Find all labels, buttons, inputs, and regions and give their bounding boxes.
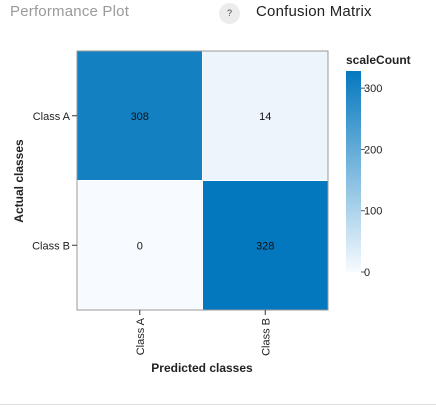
x-tick-label: Class A <box>135 317 147 355</box>
y-axis-title: Actual classes <box>12 139 26 223</box>
legend-tick-label: 200 <box>364 144 382 156</box>
x-axis-title: Predicted classes <box>151 361 253 375</box>
help-icon[interactable]: ? <box>219 3 240 24</box>
legend-color-bar <box>346 71 361 272</box>
tab-performance-plot[interactable]: Performance Plot <box>10 3 130 20</box>
legend-tick-label: 0 <box>364 267 370 279</box>
x-tick-label: Class B <box>260 318 272 356</box>
plot-frame <box>76 50 329 311</box>
y-tick-label: Class B <box>32 240 70 252</box>
cell-value-label: 308 <box>131 111 149 123</box>
legend-title: scaleCount <box>346 53 411 67</box>
heatmap-cell <box>76 50 203 181</box>
cell-value-label: 0 <box>137 240 143 252</box>
bottom-divider <box>0 404 436 405</box>
tab-confusion-matrix[interactable]: Confusion Matrix <box>256 3 372 20</box>
legend-tick-label: 300 <box>364 83 382 95</box>
cell-value-label: 14 <box>259 111 271 123</box>
legend-tick-label: 100 <box>364 206 382 218</box>
y-tick-label: Class A <box>33 111 71 123</box>
cell-value-label: 328 <box>256 240 274 252</box>
